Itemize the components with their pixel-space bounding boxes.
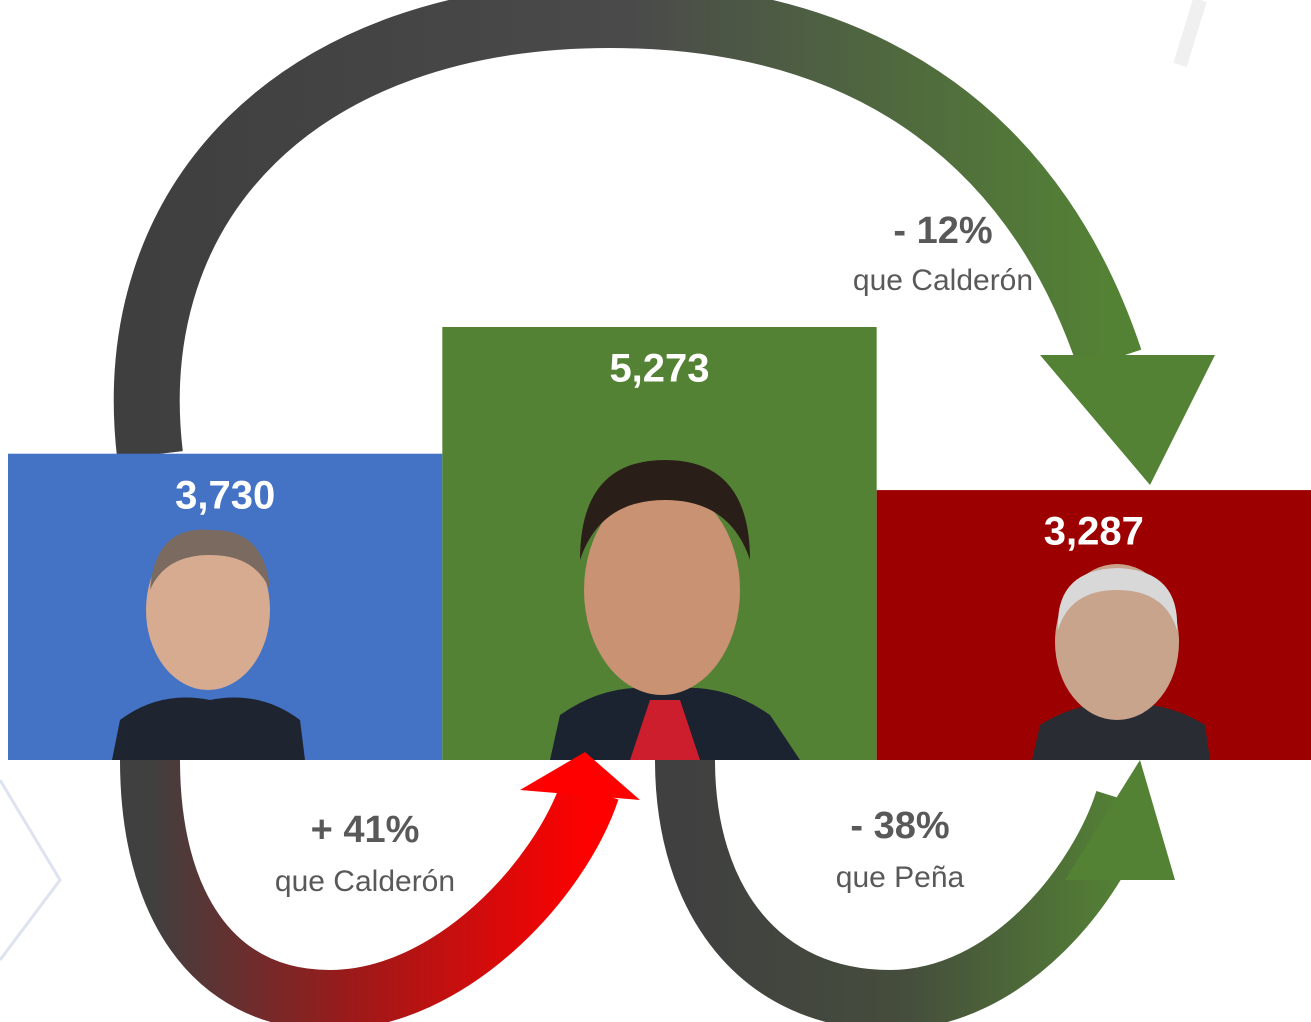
decoration (0, 779, 62, 961)
annotation-label: que Calderón (853, 264, 1033, 297)
annotation-label: que Calderón (275, 865, 455, 898)
annotation-change: - 38% (850, 805, 949, 847)
photo (1032, 564, 1210, 760)
arrow (120, 759, 619, 1022)
value-label: 5,273 (609, 347, 709, 391)
photo (112, 529, 305, 760)
annotation-change: - 12% (893, 210, 992, 252)
arrow (113, 0, 1142, 459)
arrow-head (520, 752, 640, 800)
arrow (655, 759, 1154, 1022)
arrow-head (1040, 355, 1215, 485)
arrow-head (1065, 760, 1175, 880)
value-label: 3,287 (1044, 510, 1144, 554)
annotation-change: + 41% (311, 809, 420, 851)
photo (550, 460, 800, 760)
annotation-label: que Peña (836, 861, 965, 894)
value-label: 3,730 (175, 473, 275, 517)
decoration (1173, 0, 1207, 68)
